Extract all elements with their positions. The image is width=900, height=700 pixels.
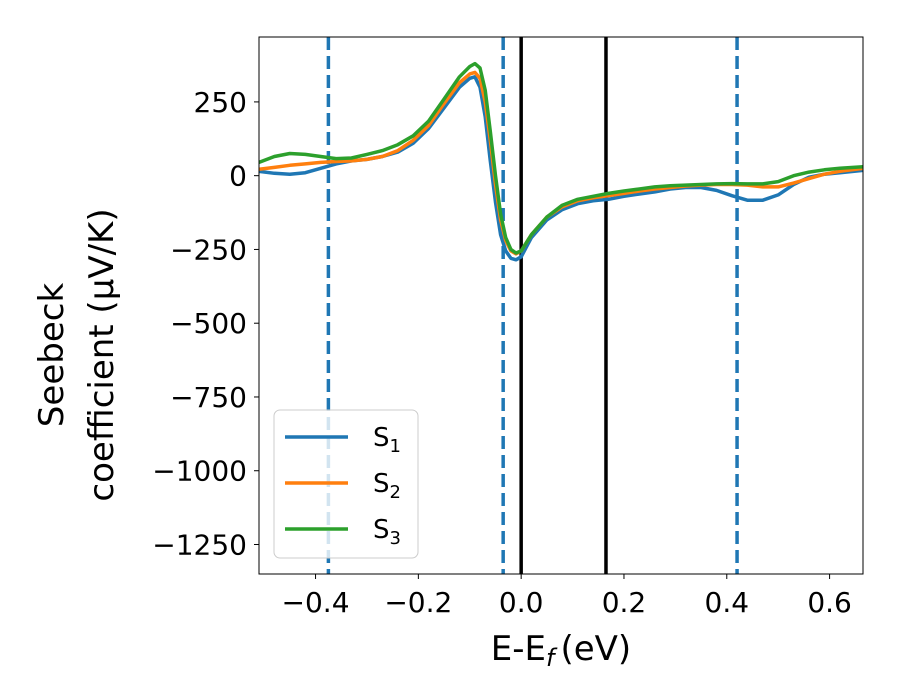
series-lines [259, 61, 863, 262]
x-tick-label: 0.0 [499, 586, 544, 619]
y-tick-label: 0 [229, 160, 247, 193]
x-axis-label-main: E-E [491, 629, 546, 669]
y-tick-label: −1000 [152, 455, 247, 488]
y-tick-label: −750 [170, 381, 247, 414]
plot-frame [258, 36, 864, 575]
x-axis-ticks: −0.4 −0.2 0.0 0.2 0.4 0.6 [282, 574, 852, 619]
y-axis-label-line2: coefficient (μV/K) [82, 208, 122, 501]
x-tick-label: 0.4 [705, 586, 750, 619]
legend: S1 S2 S3 [273, 409, 419, 559]
x-axis-label-unit: (eV) [560, 629, 631, 669]
y-tick-label: −500 [170, 307, 247, 340]
legend-label-s3: S3 [373, 515, 401, 549]
y-tick-label: 250 [194, 86, 247, 119]
x-tick-label: −0.4 [282, 586, 350, 619]
y-tick-label: −1250 [152, 528, 247, 561]
y-axis-label: Seebeck coefficient (μV/K) [32, 208, 122, 501]
y-tick-label: −250 [170, 233, 247, 266]
x-tick-label: −0.2 [384, 586, 452, 619]
x-axis-label: E-Ef (eV) [491, 629, 631, 672]
x-tick-label: 0.6 [807, 586, 852, 619]
series-line-s3 [259, 61, 863, 255]
x-tick-label: 0.2 [602, 586, 647, 619]
legend-label-s2: S2 [373, 469, 401, 503]
legend-label-s1: S1 [373, 423, 401, 457]
y-axis-label-line1: Seebeck [32, 283, 72, 428]
y-axis-ticks: 250 0 −250 −500 −750 −1000 −1250 [152, 86, 259, 561]
